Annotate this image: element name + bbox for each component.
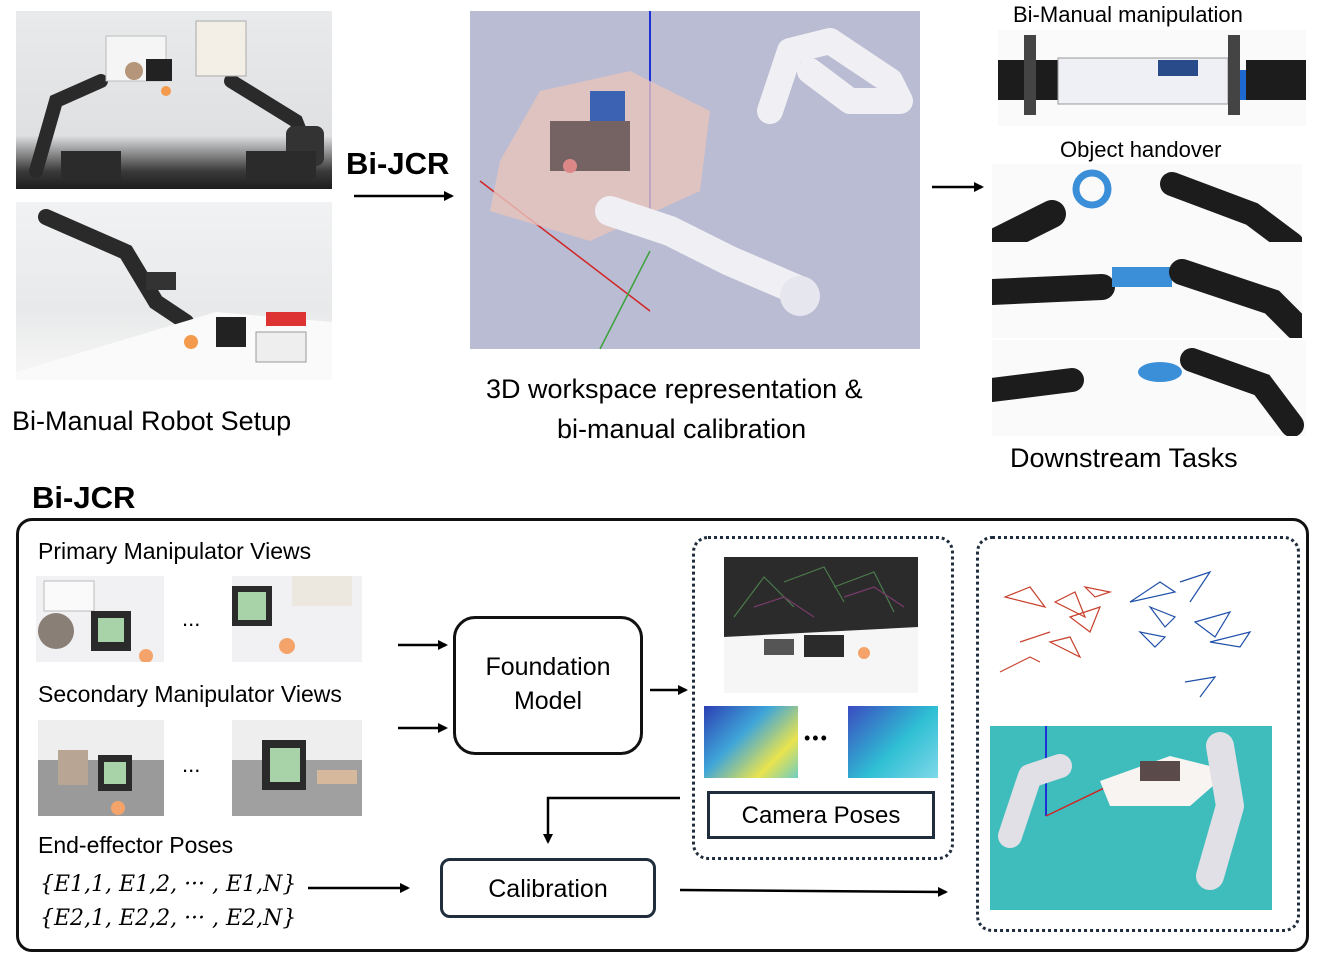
primary-view-1 [36,576,164,662]
downstream-caption: Downstream Tasks [1010,443,1238,473]
foundation-model-line2: Model [513,687,583,715]
ee-poses-label: End-effector Poses [38,832,234,858]
setup-caption: Bi-Manual Robot Setup [12,406,292,436]
calibration-result-panel [976,536,1300,932]
task-bimanual-label: Bi-Manual manipulation [1013,2,1243,27]
calibrated-scene-render [990,726,1272,910]
pipeline-frame [16,518,1309,952]
camera-poses-box: Camera Poses [707,791,935,839]
robot-setup-photo-bottom [16,202,332,380]
workspace-caption-line2: bi-manual calibration [557,414,807,444]
bimanual-manipulation-photo [998,30,1306,126]
handover-photo-2 [992,242,1302,338]
secondary-ellipsis: ... [182,752,201,777]
depth-ellipsis: ••• [804,728,829,748]
foundation-model-box: Foundation Model [453,616,643,755]
robot-setup-photo-top [16,11,332,189]
calibration-box: Calibration [440,858,656,918]
primary-views-label: Primary Manipulator Views [38,538,312,564]
depth-map-1 [704,706,798,778]
primary-ellipsis: ... [182,606,201,631]
secondary-views-label: Secondary Manipulator Views [38,681,342,707]
section-title: Bi-JCR [32,480,136,515]
handover-photo-3 [992,340,1306,436]
foundation-model-line1: Foundation [485,653,611,681]
task-handover-label: Object handover [1060,137,1222,162]
camera-frustums-plot [990,562,1288,712]
ee-set-1: {E1,1, E1,2, ··· , E1,N} [40,872,297,897]
secondary-view-1 [38,720,164,816]
primary-view-n [232,576,362,662]
calibration-label: Calibration [488,875,608,903]
camera-poses-label: Camera Poses [741,802,901,829]
camera-poses-panel [692,536,954,860]
workspace-caption-line1: 3D workspace representation & [486,374,863,404]
workspace-3d-view [470,11,920,349]
secondary-view-n [232,720,362,816]
ee-set-2: {E2,1, E2,2, ··· , E2,N} [40,906,297,931]
method-label: Bi-JCR [346,146,450,181]
depth-map-n [848,706,938,778]
point-cloud-render [724,557,918,693]
